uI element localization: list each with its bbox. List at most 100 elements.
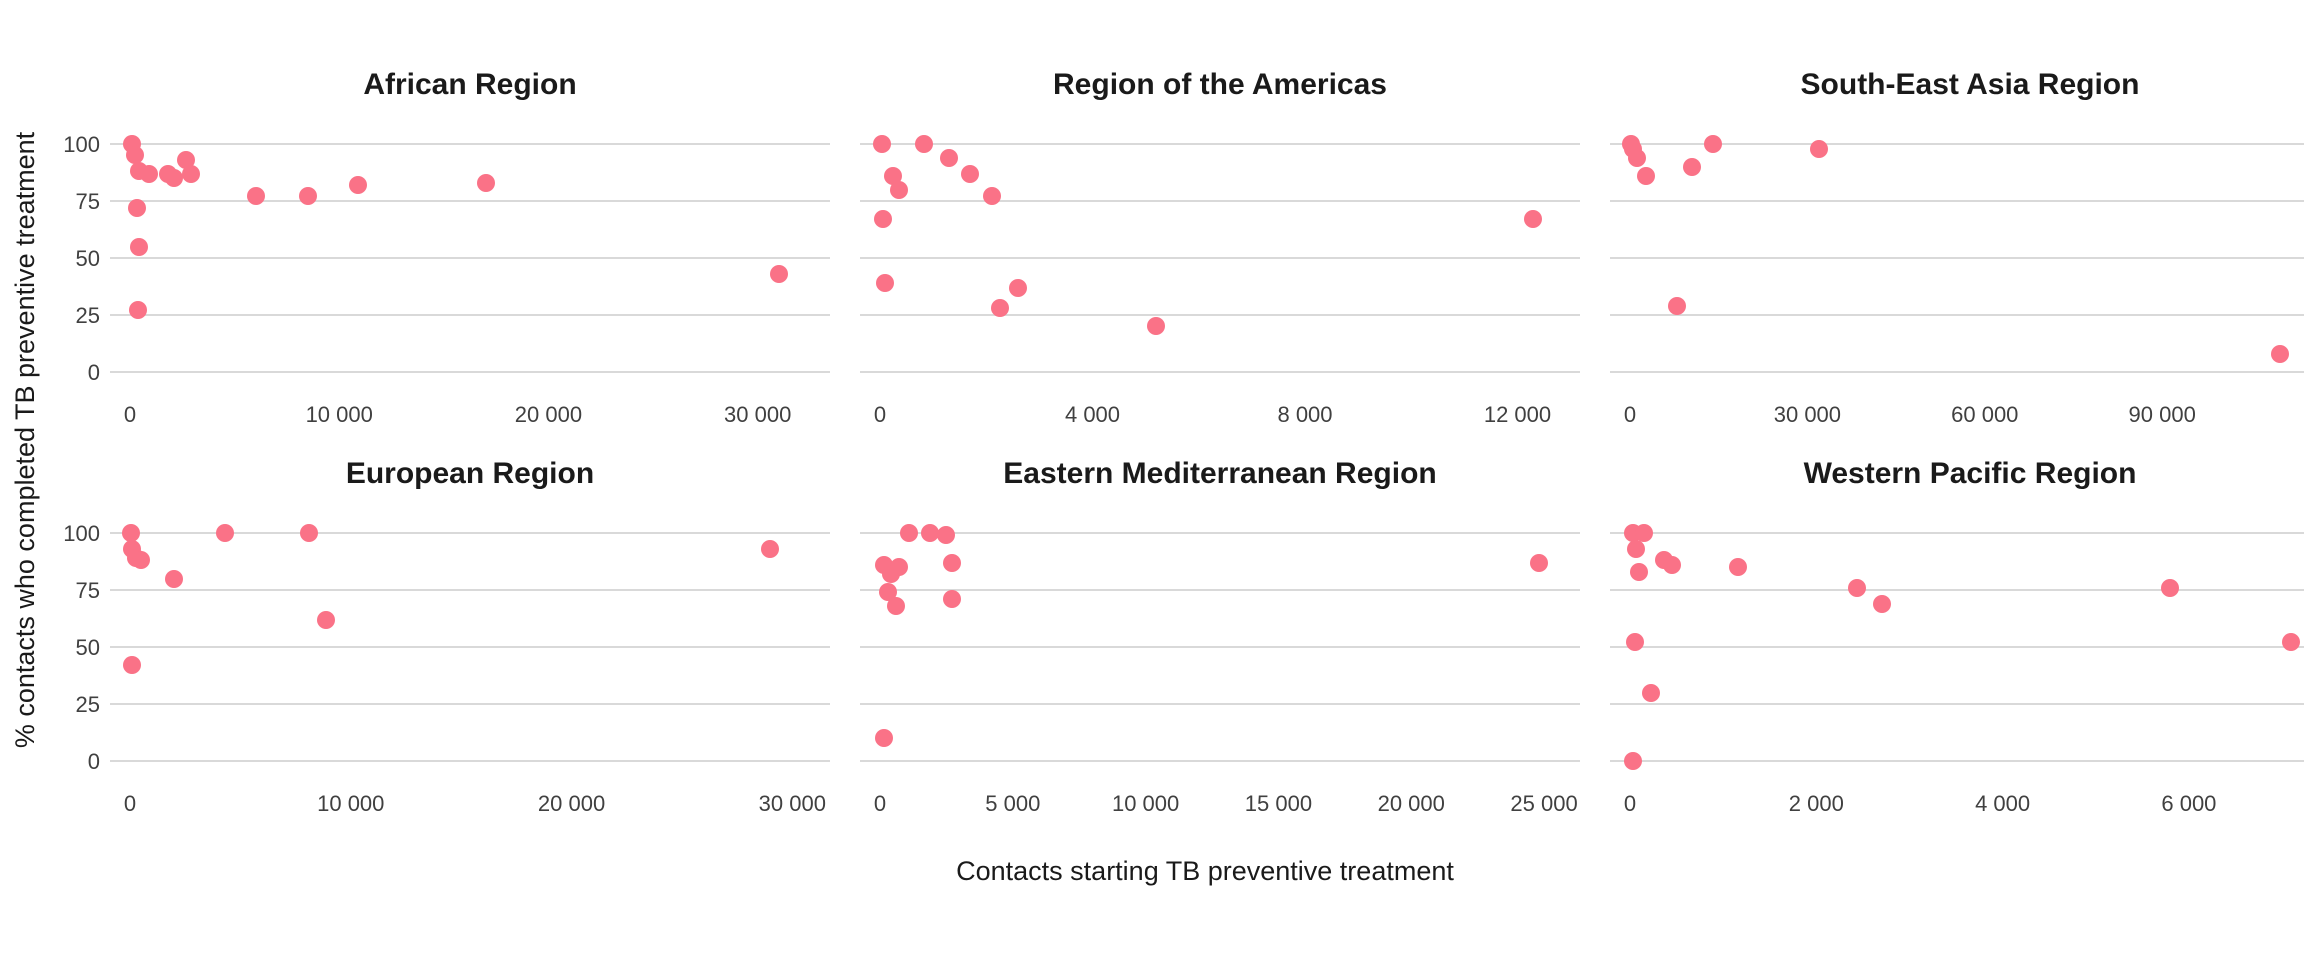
data-point (884, 166, 903, 185)
data-point (961, 164, 980, 183)
y-tick-label: 50 (75, 635, 100, 660)
gridline (1610, 371, 2304, 373)
y-tick-label: 100 (63, 521, 100, 546)
facet-title: European Region (345, 457, 595, 490)
x-tick-label: 0 (123, 402, 137, 427)
x-tick-label: 30 000 (758, 791, 826, 816)
data-point (129, 237, 148, 256)
y-tick-label: 50 (75, 246, 100, 271)
gridline (1610, 532, 2304, 534)
gridline (1610, 646, 2304, 648)
data-point (874, 729, 893, 748)
facet-panel (860, 118, 1580, 394)
data-point (872, 135, 891, 153)
data-point (1524, 210, 1543, 229)
x-tick-label: 0 (873, 791, 887, 816)
facet-title: Western Pacific Region (1803, 457, 2137, 490)
data-point (990, 299, 1009, 318)
x-tick-label: 0 (873, 402, 887, 427)
gridline (860, 703, 1580, 705)
x-tick-label: 0 (1623, 791, 1637, 816)
data-point (889, 180, 908, 199)
x-tick-label: 20 000 (1377, 791, 1445, 816)
facet-panel (860, 507, 1580, 783)
facet-title: Region of the Americas (1053, 68, 1387, 101)
facet-title: African Region (363, 68, 577, 101)
x-tick-label: 20 000 (537, 791, 606, 816)
gridline (110, 760, 830, 762)
x-tick-label: 20 000 (514, 402, 583, 427)
gridline (1610, 760, 2304, 762)
data-point (165, 569, 184, 588)
data-point (1872, 594, 1891, 613)
data-point (1662, 555, 1681, 574)
data-point (900, 524, 919, 542)
gridline (860, 200, 1580, 202)
x-tick-label: 10 000 (1111, 791, 1180, 816)
data-point (1848, 578, 1867, 597)
data-point (876, 274, 895, 293)
data-point (886, 596, 905, 615)
data-point (299, 524, 318, 542)
gridline (110, 703, 830, 705)
data-point (476, 173, 495, 192)
data-point (1529, 553, 1548, 572)
gridline (1610, 257, 2304, 259)
data-point (889, 558, 908, 577)
gridline (1610, 703, 2304, 705)
data-point (1636, 166, 1655, 185)
gridline (1610, 314, 2304, 316)
gridline (110, 371, 830, 373)
data-point (942, 553, 961, 572)
x-tick-label: 8 000 (1277, 402, 1333, 427)
x-tick-label: 60 000 (1951, 402, 2019, 427)
gridline (110, 257, 830, 259)
y-tick-label: 75 (75, 578, 100, 603)
gridline (1610, 200, 2304, 202)
gridline (860, 371, 1580, 373)
x-tick-label: 0 (1623, 402, 1637, 427)
facet-title: Eastern Mediterranean Region (1003, 457, 1437, 490)
gridline (860, 532, 1580, 534)
gridline (860, 760, 1580, 762)
x-tick-label: 25 000 (1510, 791, 1578, 816)
x-tick-label: 6 000 (2161, 791, 2217, 816)
x-tick-label: 90 000 (2128, 402, 2196, 427)
data-point (915, 135, 934, 153)
data-point (878, 583, 897, 602)
data-point (128, 198, 147, 217)
x-tick-label: 10 000 (305, 402, 373, 427)
gridline (860, 143, 1580, 145)
data-point (1625, 633, 1644, 652)
x-tick-label: 4 000 (1064, 402, 1121, 427)
data-point (942, 590, 961, 609)
x-tick-label: 10 000 (317, 791, 385, 816)
facet-panel (1610, 118, 2304, 394)
data-point (139, 164, 158, 183)
data-point (164, 169, 183, 188)
data-point (1703, 135, 1722, 153)
data-point (1642, 683, 1661, 702)
data-point (1626, 539, 1645, 558)
data-point (1729, 558, 1748, 577)
data-point (132, 551, 151, 570)
data-point (1810, 139, 1829, 158)
y-tick-label: 75 (75, 189, 100, 214)
data-point (215, 524, 234, 542)
gridline (110, 589, 830, 591)
data-point (349, 176, 368, 195)
data-point (2282, 633, 2301, 652)
data-point (123, 656, 142, 675)
data-point (1628, 148, 1647, 167)
data-point (873, 210, 892, 229)
gridline (110, 646, 830, 648)
data-point (761, 539, 780, 558)
gridline (1610, 143, 2304, 145)
x-tick-label: 30 000 (1773, 402, 1842, 427)
data-point (937, 526, 956, 545)
x-tick-label: 5 000 (985, 791, 1041, 816)
data-point (126, 146, 145, 165)
gridline (110, 200, 830, 202)
data-point (1683, 157, 1702, 176)
gridline (860, 314, 1580, 316)
